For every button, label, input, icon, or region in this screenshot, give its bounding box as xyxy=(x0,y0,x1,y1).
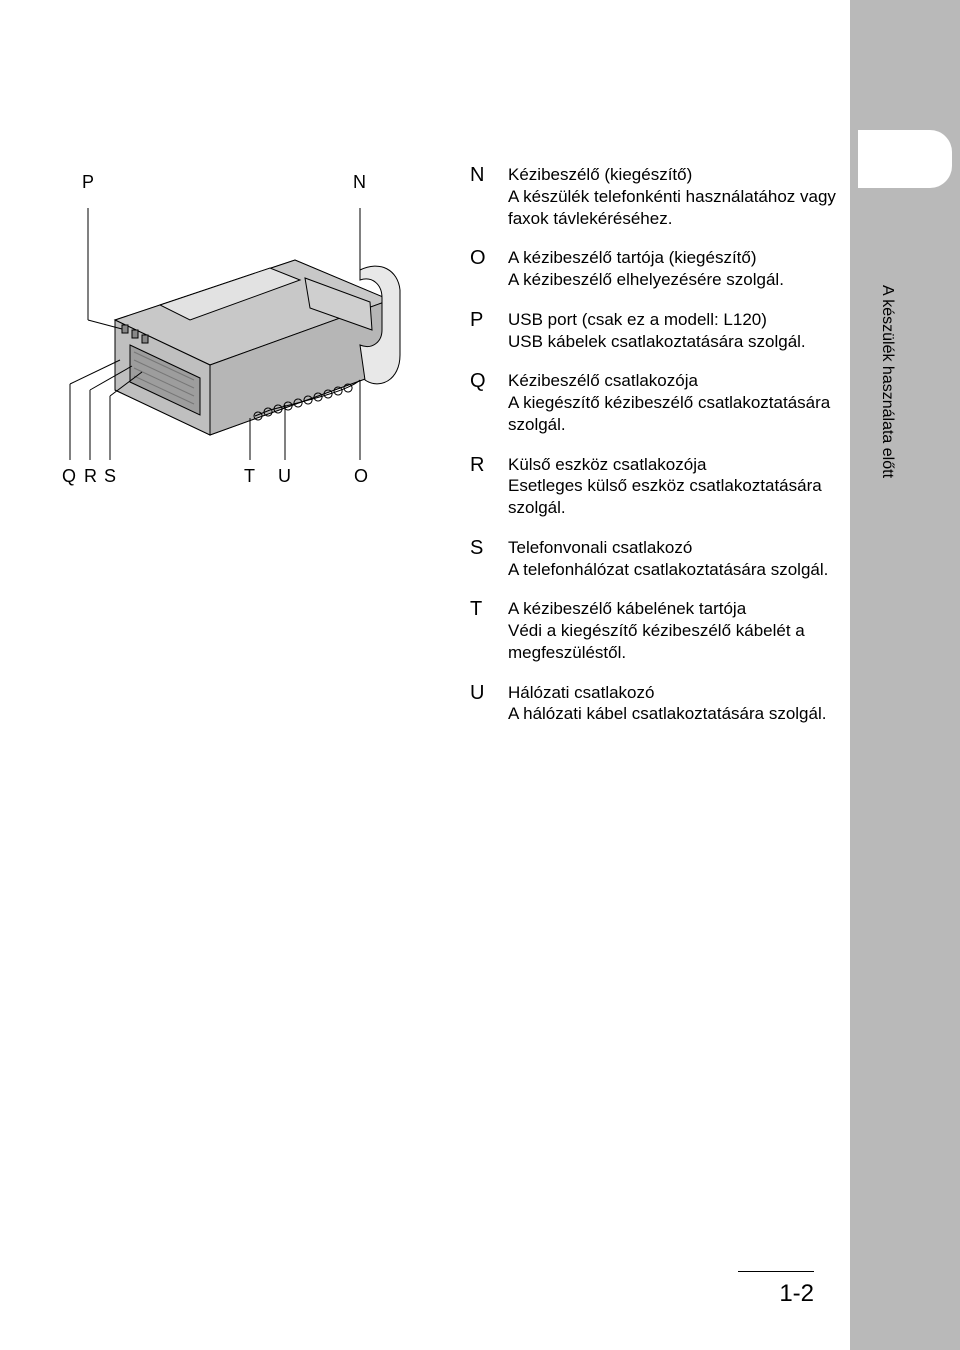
thumb-index-tab xyxy=(858,130,952,188)
def-title: A kézibeszélő tartója (kiegészítő) xyxy=(508,247,840,269)
callout-U: U xyxy=(278,466,291,487)
page-number: 1-2 xyxy=(779,1280,814,1308)
def-desc: A kiegészítő kézibeszélő csatlakoztatásá… xyxy=(508,392,840,436)
def-desc: Esetleges külső eszköz csatlakoztatására… xyxy=(508,475,840,519)
definition-row: S Telefonvonali csatlakozó A telefonháló… xyxy=(470,537,840,581)
def-letter: R xyxy=(470,454,508,519)
callout-Q: Q xyxy=(62,466,76,487)
def-desc: A készülék telefonkénti használatához va… xyxy=(508,186,840,230)
def-title: Kézibeszélő csatlakozója xyxy=(508,370,840,392)
def-desc: A hálózati kábel csatlakoztatására szolg… xyxy=(508,703,840,725)
def-letter: Q xyxy=(470,370,508,435)
def-letter: N xyxy=(470,164,508,229)
definition-row: T A kézibeszélő kábelének tartója Védi a… xyxy=(470,598,840,663)
page-number-rule xyxy=(738,1271,814,1272)
device-diagram: P N Q R S T U O xyxy=(60,180,430,500)
def-desc: Védi a kiegészítő kézibeszélő kábelét a … xyxy=(508,620,840,664)
callout-R: R xyxy=(84,466,97,487)
definition-row: N Kézibeszélő (kiegészítő) A készülék te… xyxy=(470,164,840,229)
def-title: Telefonvonali csatlakozó xyxy=(508,537,840,559)
def-desc: A telefonhálózat csatlakoztatására szolg… xyxy=(508,559,840,581)
page-body: P N Q R S T U O N Kézibeszélő (kiegészít… xyxy=(0,0,850,1350)
callout-T: T xyxy=(244,466,255,487)
def-title: Kézibeszélő (kiegészítő) xyxy=(508,164,840,186)
definitions-list: N Kézibeszélő (kiegészítő) A készülék te… xyxy=(470,164,840,743)
def-title: Külső eszköz csatlakozója xyxy=(508,454,840,476)
definition-row: R Külső eszköz csatlakozója Esetleges kü… xyxy=(470,454,840,519)
def-title: A kézibeszélő kábelének tartója xyxy=(508,598,840,620)
def-title: USB port (csak ez a modell: L120) xyxy=(508,309,840,331)
definition-row: P USB port (csak ez a modell: L120) USB … xyxy=(470,309,840,353)
section-label: A készülék használata előtt xyxy=(876,285,896,685)
definition-row: U Hálózati csatlakozó A hálózati kábel c… xyxy=(470,682,840,726)
callout-S: S xyxy=(104,466,116,487)
def-letter: S xyxy=(470,537,508,581)
def-desc: A kézibeszélő elhelyezésére szolgál. xyxy=(508,269,840,291)
def-desc: USB kábelek csatlakoztatására szolgál. xyxy=(508,331,840,353)
def-title: Hálózati csatlakozó xyxy=(508,682,840,704)
callout-N: N xyxy=(353,172,366,193)
definition-row: O A kézibeszélő tartója (kiegészítő) A k… xyxy=(470,247,840,291)
thumb-index-strip xyxy=(850,0,960,1350)
def-letter: T xyxy=(470,598,508,663)
definition-row: Q Kézibeszélő csatlakozója A kiegészítő … xyxy=(470,370,840,435)
callout-O: O xyxy=(354,466,368,487)
def-letter: O xyxy=(470,247,508,291)
def-letter: P xyxy=(470,309,508,353)
def-letter: U xyxy=(470,682,508,726)
callout-P: P xyxy=(82,172,94,193)
